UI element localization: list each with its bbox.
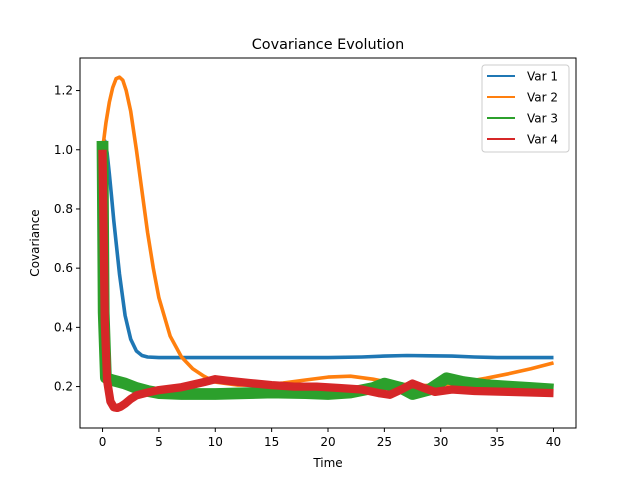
legend-label: Var 3 (527, 112, 558, 126)
x-tick-label: 35 (489, 435, 504, 449)
series-4-line (101, 149, 554, 409)
series-3 (96, 140, 554, 400)
series-3-line (101, 140, 554, 395)
legend-label: Var 4 (527, 133, 558, 147)
x-tick-label: 10 (208, 435, 223, 449)
x-tick-label: 5 (155, 435, 163, 449)
y-axis-label: Covariance (28, 209, 42, 276)
y-tick-label: 1.2 (54, 84, 73, 98)
x-axis-label: Time (312, 456, 342, 470)
legend-label: Var 1 (527, 70, 558, 84)
x-tick-label: 30 (433, 435, 448, 449)
legend-entries: Var 1 Var 2 Var 3 Var 4 (487, 70, 558, 147)
x-tick-label: 25 (377, 435, 392, 449)
x-tick-label: 0 (99, 435, 107, 449)
series-4 (98, 149, 554, 413)
y-tick-label: 0.8 (54, 202, 73, 216)
y-tick-label: 1.0 (54, 143, 73, 157)
y-axis-ticks: 0.2 0.4 0.6 0.8 1.0 1.2 (54, 84, 80, 394)
series-1 (100, 139, 554, 360)
y-tick-label: 0.2 (54, 380, 73, 394)
x-tick-label: 20 (320, 435, 335, 449)
chart-title: Covariance Evolution (252, 37, 404, 53)
legend-label: Var 2 (527, 91, 558, 105)
legend: Var 1 Var 2 Var 3 Var 4 (481, 64, 570, 153)
series-layer (96, 75, 554, 413)
x-axis-ticks: 0 5 10 15 20 25 30 35 40 (99, 428, 561, 449)
y-tick-label: 0.4 (54, 320, 73, 334)
y-tick-label: 0.6 (54, 261, 73, 275)
x-tick-label: 15 (264, 435, 279, 449)
x-tick-label: 40 (546, 435, 561, 449)
series-1-line (101, 140, 554, 359)
legend-frame (481, 64, 570, 153)
